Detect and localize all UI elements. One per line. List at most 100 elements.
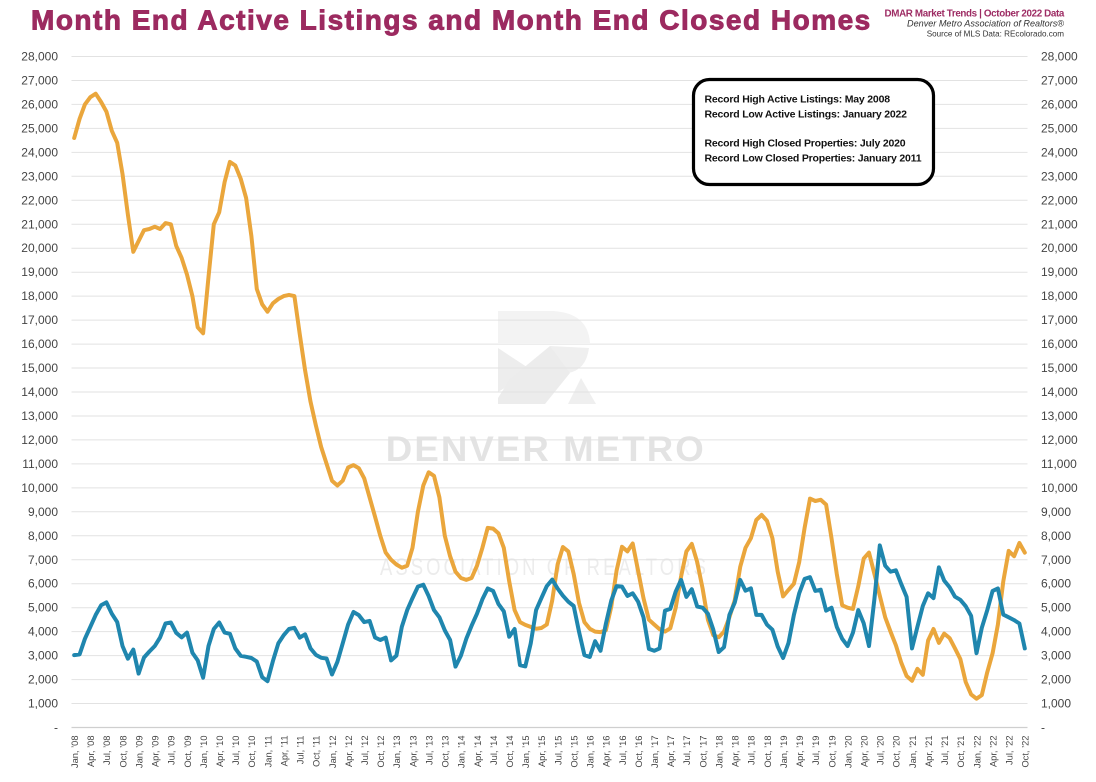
svg-text:4,000: 4,000 [1041, 625, 1071, 639]
svg-text:Jan, ’11: Jan, ’11 [263, 736, 273, 768]
svg-text:11,000: 11,000 [22, 457, 58, 471]
svg-text:15,000: 15,000 [1041, 361, 1078, 375]
svg-text:Apr, ’09: Apr, ’09 [151, 736, 161, 768]
svg-text:Jul, ’13: Jul, ’13 [425, 736, 435, 765]
svg-text:Apr, ’21: Apr, ’21 [924, 736, 934, 768]
svg-text:Jan, ’14: Jan, ’14 [457, 736, 467, 769]
svg-text:DMAR Market Trends | October 2: DMAR Market Trends | October 2022 Data [885, 9, 1065, 20]
svg-text:28,000: 28,000 [21, 50, 58, 64]
svg-text:2,000: 2,000 [28, 673, 58, 687]
svg-text:Jan, ’10: Jan, ’10 [199, 736, 209, 769]
svg-text:Record High Closed Properties:: Record High Closed Properties: July 2020 [705, 138, 906, 150]
svg-text:Jul, ’19: Jul, ’19 [811, 736, 821, 765]
svg-text:Oct, ’21: Oct, ’21 [956, 736, 966, 768]
svg-text:Apr, ’19: Apr, ’19 [795, 736, 805, 768]
svg-text:Apr, ’22: Apr, ’22 [988, 736, 998, 768]
svg-text:12,000: 12,000 [1041, 433, 1078, 447]
svg-text:14,000: 14,000 [1041, 385, 1078, 399]
svg-text:Oct, ’12: Oct, ’12 [376, 736, 386, 768]
svg-text:19,000: 19,000 [21, 265, 58, 279]
svg-text:Apr, ’16: Apr, ’16 [602, 736, 612, 768]
svg-text:26,000: 26,000 [1041, 97, 1078, 111]
svg-text:Jul, ’16: Jul, ’16 [618, 736, 628, 765]
svg-text:12,000: 12,000 [21, 433, 58, 447]
svg-text:Apr, ’10: Apr, ’10 [215, 736, 225, 768]
svg-text:3,000: 3,000 [28, 649, 58, 663]
svg-text:6,000: 6,000 [1041, 577, 1071, 591]
svg-text:Source of MLS Data: REcolorado: Source of MLS Data: REcolorado.com [927, 29, 1064, 38]
svg-text:Jan, ’16: Jan, ’16 [586, 736, 596, 769]
svg-text:-: - [1041, 721, 1045, 735]
svg-text:Jul, ’20: Jul, ’20 [876, 736, 886, 765]
svg-text:Jul, ’17: Jul, ’17 [682, 736, 692, 765]
svg-text:Oct, ’16: Oct, ’16 [634, 736, 644, 768]
svg-text:17,000: 17,000 [1041, 313, 1078, 327]
svg-text:10,000: 10,000 [1041, 481, 1078, 495]
svg-text:19,000: 19,000 [1041, 265, 1078, 279]
svg-text:Jan, ’22: Jan, ’22 [972, 736, 982, 769]
svg-text:20,000: 20,000 [1041, 241, 1078, 255]
svg-text:Jan, ’17: Jan, ’17 [650, 736, 660, 769]
svg-text:Apr, ’14: Apr, ’14 [473, 736, 483, 768]
svg-text:Apr, ’18: Apr, ’18 [731, 736, 741, 768]
svg-text:21,000: 21,000 [1041, 217, 1078, 231]
svg-text:Record High Active Listings: M: Record High Active Listings: May 2008 [705, 94, 891, 106]
svg-text:Jul, ’08: Jul, ’08 [102, 736, 112, 765]
svg-text:15,000: 15,000 [21, 361, 58, 375]
svg-text:Jul, ’10: Jul, ’10 [231, 736, 241, 765]
svg-text:Apr, ’15: Apr, ’15 [537, 736, 547, 768]
svg-text:Jan, ’12: Jan, ’12 [328, 736, 338, 769]
svg-text:24,000: 24,000 [1041, 145, 1078, 159]
svg-text:Apr, ’11: Apr, ’11 [280, 736, 290, 767]
svg-text:10,000: 10,000 [21, 481, 58, 495]
svg-text:Oct, ’15: Oct, ’15 [570, 736, 580, 768]
svg-text:17,000: 17,000 [21, 313, 58, 327]
svg-text:Apr, ’13: Apr, ’13 [408, 736, 418, 768]
svg-text:Jan, ’08: Jan, ’08 [70, 736, 80, 769]
svg-text:7,000: 7,000 [1041, 553, 1071, 567]
svg-text:Oct, ’13: Oct, ’13 [441, 736, 451, 768]
svg-text:16,000: 16,000 [1041, 337, 1078, 351]
svg-text:20,000: 20,000 [21, 241, 58, 255]
svg-text:Apr, ’12: Apr, ’12 [344, 736, 354, 768]
svg-text:Jul, ’12: Jul, ’12 [360, 736, 370, 765]
svg-text:Jul, ’11: Jul, ’11 [296, 736, 306, 765]
svg-text:11,000: 11,000 [1041, 457, 1077, 471]
svg-text:7,000: 7,000 [28, 553, 58, 567]
svg-text:Oct, ’18: Oct, ’18 [763, 736, 773, 768]
svg-text:Oct, ’14: Oct, ’14 [505, 736, 515, 768]
svg-text:14,000: 14,000 [21, 385, 58, 399]
svg-text:Oct, ’19: Oct, ’19 [827, 736, 837, 768]
svg-text:22,000: 22,000 [21, 193, 58, 207]
svg-text:Jan, ’13: Jan, ’13 [392, 736, 402, 769]
svg-text:27,000: 27,000 [21, 74, 58, 88]
svg-text:Denver Metro Association of Re: Denver Metro Association of Realtors® [907, 19, 1064, 29]
svg-text:Record Low Active Listings: Ja: Record Low Active Listings: January 2022 [705, 109, 908, 121]
svg-text:Jul, ’15: Jul, ’15 [553, 736, 563, 765]
svg-text:Apr, ’20: Apr, ’20 [860, 736, 870, 768]
svg-text:9,000: 9,000 [28, 505, 58, 519]
svg-text:9,000: 9,000 [1041, 505, 1071, 519]
svg-text:Jan, ’09: Jan, ’09 [134, 736, 144, 769]
svg-text:Jul, ’22: Jul, ’22 [1005, 736, 1015, 765]
svg-text:Jul, ’14: Jul, ’14 [489, 736, 499, 765]
svg-text:4,000: 4,000 [28, 625, 58, 639]
svg-text:25,000: 25,000 [1041, 121, 1078, 135]
svg-text:8,000: 8,000 [1041, 529, 1071, 543]
svg-text:23,000: 23,000 [1041, 169, 1078, 183]
svg-text:ASSOCIATION OF REALTORS: ASSOCIATION OF REALTORS [380, 554, 709, 581]
svg-text:1,000: 1,000 [28, 697, 58, 711]
svg-text:Jul, ’09: Jul, ’09 [167, 736, 177, 765]
svg-text:8,000: 8,000 [28, 529, 58, 543]
svg-text:Oct, ’09: Oct, ’09 [183, 736, 193, 768]
svg-text:Jul, ’21: Jul, ’21 [940, 736, 950, 765]
svg-text:26,000: 26,000 [21, 97, 58, 111]
svg-text:Oct, ’22: Oct, ’22 [1021, 736, 1031, 768]
svg-text:1,000: 1,000 [1041, 697, 1071, 711]
svg-text:Month End Active Listings and: Month End Active Listings and Month End … [31, 5, 872, 36]
svg-text:Jan, ’21: Jan, ’21 [908, 736, 918, 769]
svg-text:25,000: 25,000 [21, 121, 58, 135]
svg-text:13,000: 13,000 [21, 409, 58, 423]
svg-text:Jan, ’15: Jan, ’15 [521, 736, 531, 769]
svg-text:-: - [54, 721, 58, 735]
